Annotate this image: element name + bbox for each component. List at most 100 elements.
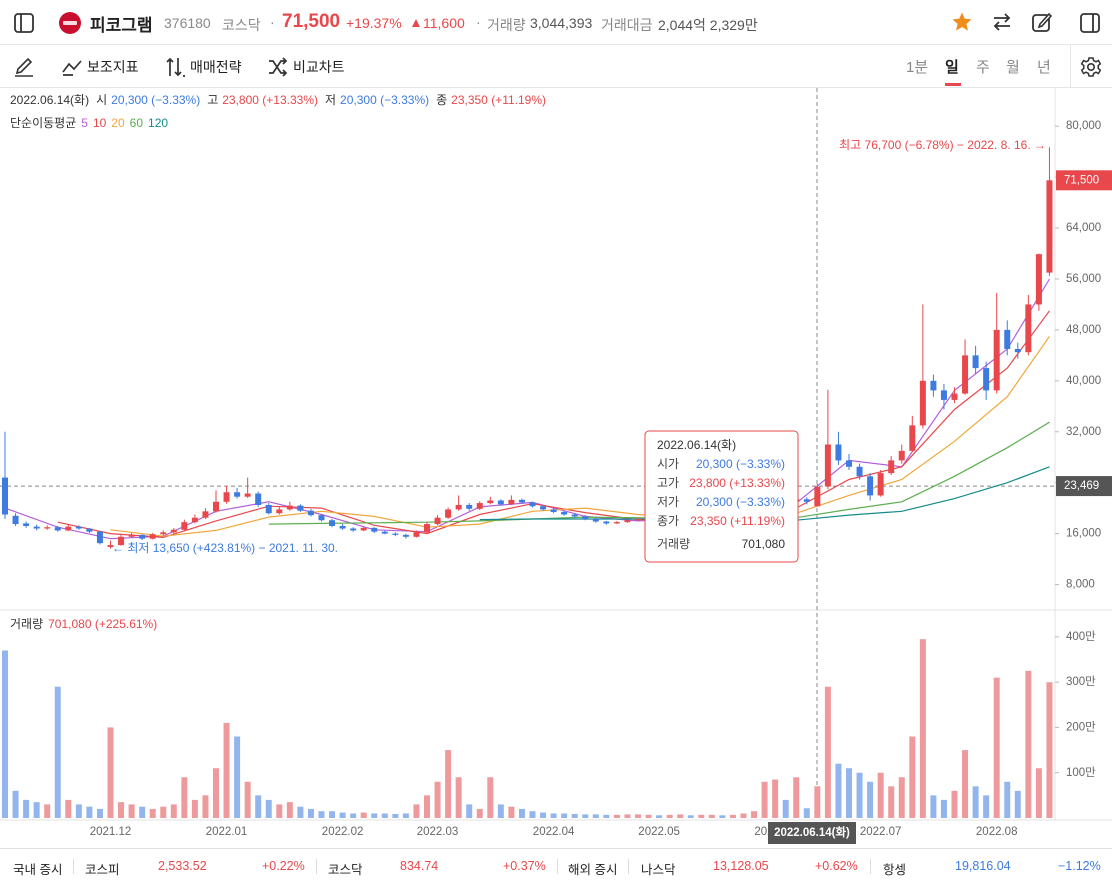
tool-button[interactable]: 비교차트 — [293, 59, 345, 75]
volume-bar — [202, 795, 209, 818]
ma-legend: 단순이동평균 5 10 20 60 120 — [10, 116, 168, 130]
y-tick-label: 80,000 — [1066, 120, 1101, 132]
period-tab[interactable]: 1분 — [906, 59, 929, 76]
last-price-label: 71,500 — [1064, 174, 1099, 186]
settings[interactable] — [1080, 56, 1102, 78]
x-tick-label: 2022.04 — [533, 826, 575, 838]
volume-bar — [983, 795, 990, 818]
volume-bar — [392, 813, 399, 818]
candle-body — [487, 500, 494, 504]
low-annotation: ← 최저 13,650 (+423.81%) − 2021. 11. 30. — [112, 541, 338, 555]
candle-body — [803, 499, 810, 502]
candle-body — [350, 528, 357, 531]
volume-bar — [181, 777, 188, 818]
volume-bar — [128, 804, 135, 818]
volume-bar — [424, 795, 430, 818]
volume-bar — [824, 686, 831, 818]
candle-body — [75, 526, 82, 529]
candle-body — [529, 502, 536, 507]
volume-bar — [223, 722, 230, 818]
strategy-icon — [166, 57, 185, 77]
candle-body — [265, 504, 272, 514]
candle-body — [624, 520, 631, 523]
draw-tool[interactable] — [13, 56, 35, 78]
volume-bar — [276, 804, 283, 818]
volume-bar — [371, 813, 378, 818]
volume-bar — [350, 813, 357, 818]
volume-bar — [635, 814, 641, 818]
volume-bar — [65, 799, 72, 818]
volume-bar — [487, 777, 494, 818]
period-tab[interactable]: 년 — [1037, 59, 1051, 76]
ma-legend-entry: 60 — [130, 116, 144, 130]
divider — [316, 859, 317, 874]
candle-body — [12, 515, 19, 525]
amount-label: 거래대금 — [601, 17, 653, 33]
candle-body — [381, 531, 388, 534]
candle-body — [54, 527, 61, 531]
candle-body — [476, 503, 483, 509]
candle-body — [1046, 180, 1053, 273]
volume-bar — [846, 768, 852, 818]
divider — [557, 859, 558, 874]
x-tick-label: 2021.12 — [90, 826, 132, 838]
info-value: 20,300 (−3.33%) — [111, 93, 200, 107]
info-label: 종 — [436, 93, 447, 107]
period-tab-selected[interactable]: 일 — [945, 59, 959, 76]
tool-button[interactable]: 보조지표 — [87, 59, 139, 75]
favorite[interactable] — [951, 11, 973, 33]
candle-body — [561, 511, 568, 515]
separator: · — [476, 14, 481, 30]
candle-body — [582, 516, 589, 519]
candle-body — [286, 505, 293, 510]
y-tick-label: 32,000 — [1066, 426, 1101, 438]
candle-body — [466, 504, 473, 509]
volume-bar — [761, 781, 768, 818]
period-tab[interactable]: 주 — [976, 59, 990, 76]
candle-body — [202, 511, 209, 518]
candle-body — [170, 529, 177, 533]
index-value: 13,128.05 — [713, 859, 769, 873]
y-tick-label: 100만 — [1066, 766, 1096, 779]
volume-bar — [139, 806, 146, 818]
volume-bar — [613, 814, 620, 818]
candle-body — [128, 534, 135, 537]
candle-body — [972, 355, 979, 369]
candle-body — [856, 466, 863, 477]
volume-bar — [972, 786, 979, 818]
swap[interactable] — [991, 11, 1013, 33]
candle-body — [2, 477, 8, 515]
volume-bar — [44, 804, 51, 818]
selected-underline — [945, 83, 961, 86]
index-value: 19,816.04 — [955, 859, 1011, 873]
candle-body — [518, 499, 525, 503]
volume-bar — [12, 790, 19, 818]
sidebar-toggle[interactable] — [13, 12, 35, 34]
tooltip-label: 시가 — [657, 457, 679, 471]
stock-name: 피코그램 — [90, 16, 153, 35]
volume-bar — [898, 777, 905, 818]
volume-bar — [782, 799, 789, 818]
volume-bar — [793, 777, 800, 818]
candle-body — [877, 473, 884, 496]
volume-bar — [1035, 768, 1042, 818]
candle-body — [930, 380, 937, 391]
info-value: 23,800 (+13.33%) — [222, 93, 318, 107]
x-tick-label: 2022.07 — [860, 826, 902, 838]
tooltip-box — [644, 430, 799, 563]
candle-body — [909, 425, 916, 451]
tool-button[interactable]: 매매전략 — [190, 59, 242, 75]
volume-bar — [413, 804, 420, 818]
panel-toggle[interactable] — [1079, 12, 1101, 34]
volume-bar — [33, 802, 40, 818]
candle-body — [983, 368, 990, 391]
y-tick-label: 8,000 — [1066, 579, 1095, 591]
volume-bar — [466, 804, 473, 818]
candle-body — [149, 534, 156, 539]
volume-bar — [677, 814, 684, 818]
period-tab[interactable]: 월 — [1006, 59, 1020, 76]
candle-body — [160, 532, 167, 535]
volume-bar — [434, 781, 441, 818]
edit[interactable] — [1031, 11, 1053, 33]
